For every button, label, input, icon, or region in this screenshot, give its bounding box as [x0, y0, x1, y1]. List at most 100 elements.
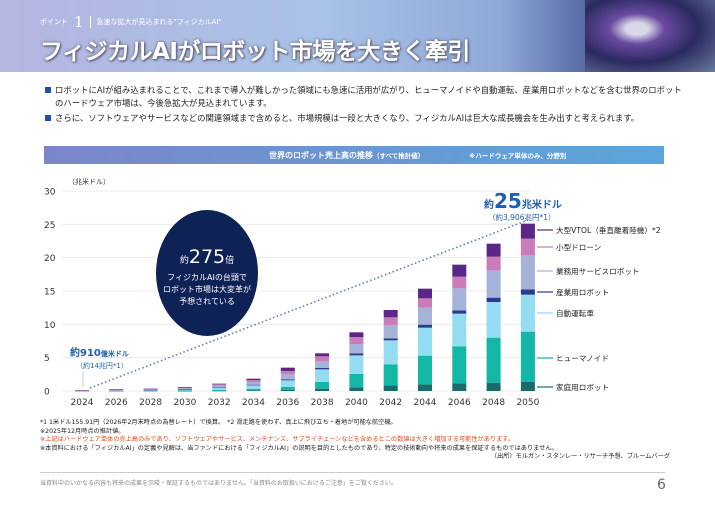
- start-value: 約910億米ドル: [70, 346, 129, 359]
- page-number: 6: [657, 477, 666, 493]
- x-tick-label: 2034: [242, 398, 265, 408]
- bar-segment: [486, 302, 501, 338]
- bar-segment: [177, 387, 192, 389]
- bar-segment: [177, 390, 192, 392]
- bar-segment: [212, 387, 227, 388]
- legend-label: 業務用サービスロボット: [556, 266, 640, 276]
- bar-segment: [246, 378, 261, 380]
- bar-segment: [212, 387, 227, 390]
- bar-segment: [109, 389, 124, 390]
- point-number: 1: [74, 13, 84, 31]
- legend-label: 家庭用ロボット: [556, 382, 609, 392]
- bar-segment: [452, 310, 467, 314]
- bar-segment: [280, 379, 295, 381]
- x-tick-label: 2030: [173, 398, 196, 408]
- bar-segment: [418, 384, 432, 391]
- x-tick-label: 2044: [414, 398, 437, 408]
- bar-segment: [520, 289, 535, 295]
- bar-segment: [383, 325, 398, 339]
- bar-segment: [143, 390, 158, 392]
- bar-segment: [520, 331, 535, 382]
- bar-segment: [212, 390, 227, 392]
- highlight-bubble: [156, 210, 258, 336]
- bar-segment: [486, 337, 501, 383]
- bar-segment: [177, 387, 192, 388]
- bar-segment: [452, 346, 467, 384]
- bar-segment: [452, 276, 467, 289]
- bar-segment: [349, 344, 364, 354]
- bar-segment: [520, 294, 535, 332]
- start-value-yen: （約14兆円*1）: [76, 361, 128, 370]
- bar-segment: [486, 243, 501, 257]
- source-note: （出所）モルガン・スタンレー・リサーチ予想、ブルームバーグ: [490, 453, 670, 460]
- bar-segment: [212, 384, 227, 386]
- y-tick-label: 15: [44, 288, 55, 298]
- bar-segment: [349, 355, 364, 374]
- bar-segment: [315, 382, 330, 389]
- bar-segment: [143, 388, 158, 390]
- bar-segment: [486, 270, 501, 298]
- footnote: ※本資料における「フィジカルAI」の定義や見解は、当ファンドにおける「フィジカル…: [40, 444, 558, 452]
- bar-segment: [520, 223, 535, 239]
- bubble-text: 予想されている: [179, 296, 235, 306]
- chart-note: ※ハードウェア単体のみ、分野別: [469, 152, 567, 160]
- x-tick-label: 2048: [482, 398, 505, 408]
- legend-label: 自動運転車: [556, 308, 594, 318]
- x-tick-label: 2040: [345, 398, 368, 408]
- divider: [40, 472, 665, 473]
- x-tick-label: 2024: [71, 398, 94, 408]
- bar-segment: [383, 385, 398, 391]
- chart-header: 世界のロボット売上高の推移（すべて推計値） ※ハードウェア単体のみ、分野別: [44, 146, 664, 164]
- x-tick-label: 2032: [208, 398, 231, 408]
- bar-segment: [383, 317, 398, 326]
- bar-segment: [109, 390, 124, 391]
- x-tick-label: 2026: [105, 398, 128, 408]
- y-tick-label: 0: [44, 388, 50, 398]
- bar-segment: [452, 288, 467, 311]
- bar-segment: [520, 238, 535, 255]
- bar-segment: [212, 385, 227, 388]
- bar-segment: [143, 390, 158, 391]
- bar-segment: [418, 355, 432, 385]
- x-tick-label: 2050: [516, 398, 539, 408]
- bar-segment: [520, 255, 535, 290]
- bar-segment: [177, 390, 192, 392]
- bar-segment: [383, 310, 398, 318]
- bar-segment: [315, 369, 330, 382]
- robot-image: [585, 0, 715, 72]
- y-tick-label: 20: [44, 254, 56, 264]
- bar-segment: [349, 353, 364, 356]
- summary-bullets: ロボットにAIが組み込まれることで、これまで導入が難しかった領域にも急速に活用が…: [45, 84, 685, 127]
- footnote: *1 1米ドル155.91円（2026年2月末時点の為替レート）で換算。 *2 …: [40, 419, 397, 426]
- y-tick-label: 25: [44, 221, 55, 231]
- bar-segment: [349, 332, 364, 337]
- bubble-text: ロボット市場は大変革が: [163, 284, 251, 294]
- end-value: 約25兆米ドル: [484, 189, 562, 213]
- footnote-warning: ※上記はハードウェア単体の売上高のみであり、ソフトウェアやサービス、メンテナンス…: [40, 436, 515, 443]
- y-tick-label: 5: [44, 354, 50, 364]
- bubble-multiplier: 約275倍: [180, 246, 234, 268]
- bar-segment: [315, 361, 330, 368]
- bar-segment: [280, 374, 295, 380]
- bar-segment: [246, 389, 261, 391]
- bar-segment: [418, 327, 432, 356]
- footnotes: *1 1米ドル155.91円（2026年2月末時点の為替レート）で換算。 *2 …: [40, 419, 670, 462]
- disclaimer: 当資料中のいかなる内容も将来の成果を示唆・保証するものではありません。「当資料の…: [40, 480, 397, 487]
- bar-segment: [383, 340, 398, 365]
- bar-segment: [315, 353, 330, 357]
- bar-segment: [418, 288, 432, 299]
- bar-segment: [177, 389, 192, 391]
- bar-segment: [177, 388, 192, 389]
- x-tick-label: 2042: [379, 398, 402, 408]
- bullet-item: さらに、ソフトウェアやサービスなどの関連領域まで含めると、市場規模は一段と大きく…: [45, 112, 685, 125]
- legend-label: 産業用ロボット: [556, 287, 609, 297]
- bar-segment: [418, 324, 432, 328]
- bar-segment: [418, 307, 432, 325]
- x-tick-label: 2038: [311, 398, 334, 408]
- bar-segment: [383, 338, 398, 341]
- x-tick-label: 2036: [276, 398, 299, 408]
- bar-segment: [315, 368, 330, 370]
- bar-segment: [418, 298, 432, 308]
- point-kicker: ポイント 1 急速な拡大が見込まれる"フィジカルAI": [40, 13, 222, 31]
- bar-segment: [246, 385, 261, 389]
